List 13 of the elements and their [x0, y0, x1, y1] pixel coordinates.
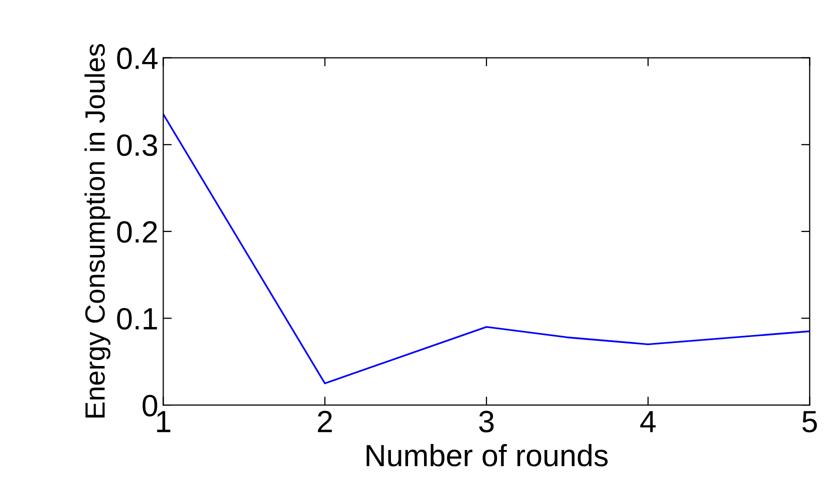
x-tick-label: 5 [802, 411, 817, 432]
y-tick-label: 0 [142, 394, 158, 416]
line-series [163, 113, 810, 384]
x-tick-label: 2 [318, 410, 332, 432]
x-axis-title: Number of rounds [366, 444, 608, 466]
y-tick-label: 0.2 [117, 221, 157, 243]
y-tick-label: 0.3 [117, 134, 158, 156]
x-tick-label: 3 [479, 410, 494, 432]
y-tick-label: 0.1 [117, 308, 157, 330]
x-tick-label: 4 [640, 411, 656, 432]
y-axis-title: Energy Consumption in Joules [84, 44, 110, 418]
x-tick-label: 1 [157, 411, 170, 432]
y-tick-label: 0.4 [117, 48, 158, 70]
